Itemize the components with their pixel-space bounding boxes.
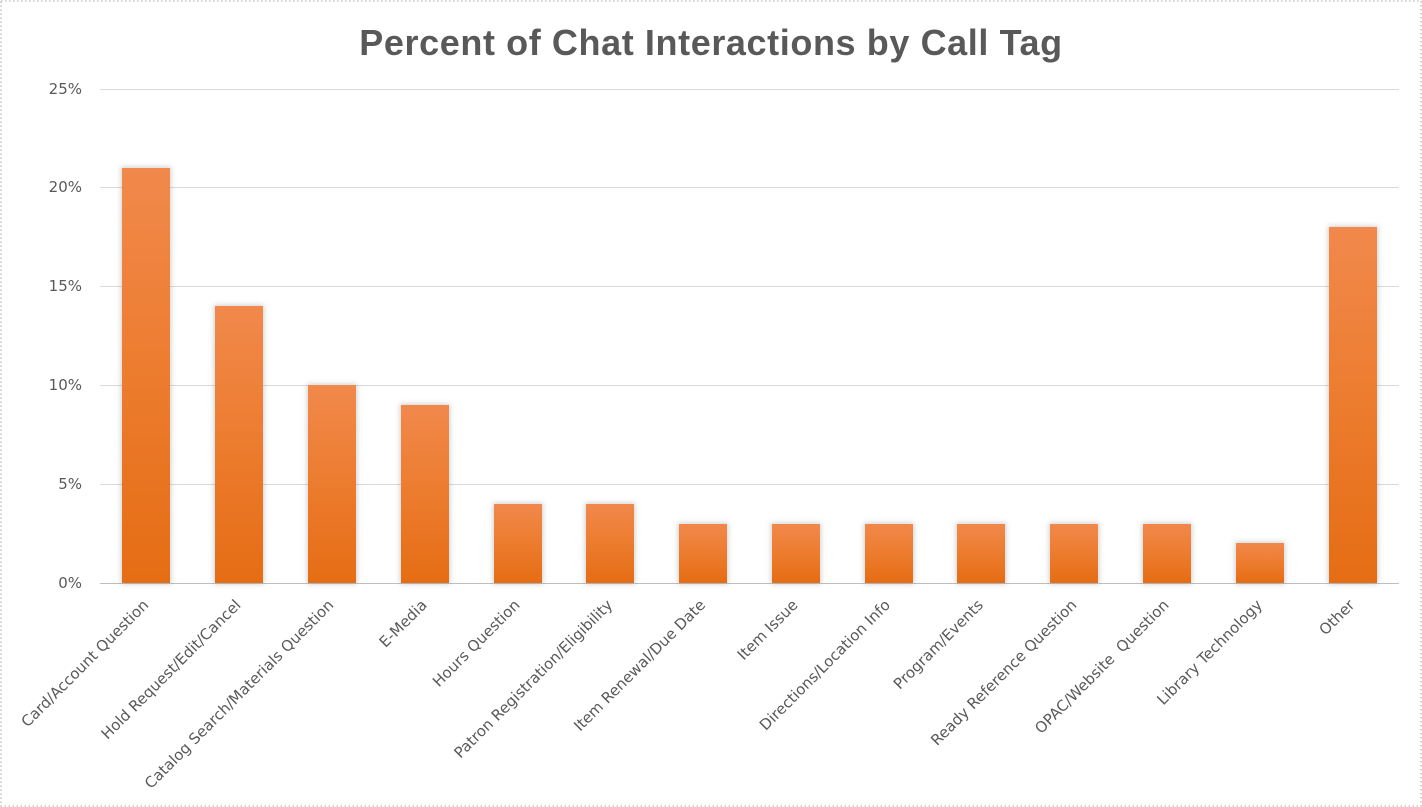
bar-5 bbox=[493, 503, 542, 583]
y-tick-label-0: 0% bbox=[58, 573, 82, 592]
gridline-20 bbox=[100, 187, 1399, 189]
gridline-10 bbox=[100, 384, 1399, 386]
x-category-label-5: Hours Question bbox=[428, 595, 524, 691]
y-tick-label-15: 15% bbox=[48, 277, 82, 296]
gridline-15 bbox=[100, 286, 1399, 288]
x-category-label-14: Other bbox=[1315, 595, 1359, 639]
bar-14 bbox=[1328, 227, 1377, 583]
x-axis-line bbox=[100, 583, 1399, 584]
gridline-25 bbox=[100, 88, 1399, 90]
y-tick-label-20: 20% bbox=[48, 178, 82, 197]
x-category-label-8: Item Issue bbox=[733, 595, 802, 664]
y-tick-label-10: 10% bbox=[48, 375, 82, 394]
bar-4 bbox=[400, 405, 449, 583]
x-category-label-10: Program/Events bbox=[890, 595, 988, 693]
x-category-label-6: Patron Registration/Eligibility bbox=[450, 595, 617, 762]
bar-1 bbox=[122, 168, 171, 583]
bar-10 bbox=[957, 523, 1006, 583]
bar-13 bbox=[1235, 543, 1284, 583]
x-category-label-4: E-Media bbox=[375, 595, 431, 651]
bar-9 bbox=[864, 523, 913, 583]
bar-8 bbox=[771, 523, 820, 583]
y-tick-label-25: 25% bbox=[48, 79, 82, 98]
bar-3 bbox=[307, 385, 356, 583]
chart-title: Percent of Chat Interactions by Call Tag bbox=[359, 22, 1063, 63]
x-category-label-3: Catalog Search/Materials Question bbox=[141, 595, 338, 792]
y-tick-label-5: 5% bbox=[58, 474, 82, 493]
plot-area bbox=[100, 88, 1399, 584]
gridline-5 bbox=[100, 483, 1399, 485]
bar-7 bbox=[679, 523, 728, 583]
bar-12 bbox=[1143, 523, 1192, 583]
bar-2 bbox=[215, 306, 264, 583]
bar-11 bbox=[1050, 523, 1099, 583]
bar-6 bbox=[586, 503, 635, 583]
